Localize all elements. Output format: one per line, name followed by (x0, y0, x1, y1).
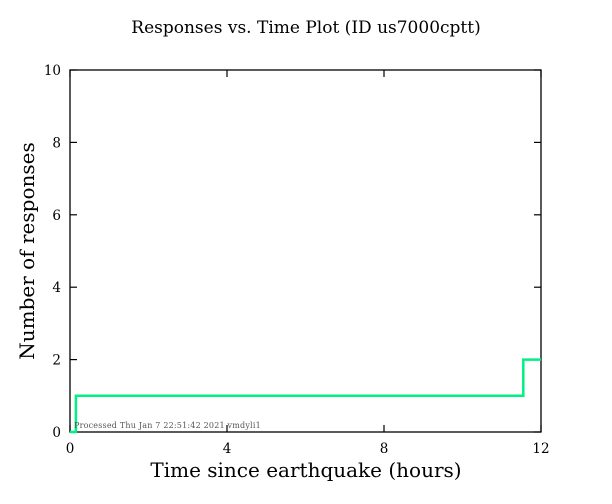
x-tick-label: 8 (380, 441, 389, 457)
y-tick-label: 10 (44, 63, 61, 79)
x-axis-label: Time since earthquake (hours) (150, 458, 462, 482)
chart-title: Responses vs. Time Plot (ID us7000cptt) (131, 18, 481, 38)
y-tick-label: 0 (52, 425, 61, 441)
responses-step-line (70, 358, 541, 434)
x-tick-label: 12 (532, 441, 549, 457)
y-tick-label: 4 (52, 280, 61, 296)
y-tick-label: 6 (52, 208, 61, 224)
y-tick-label: 8 (52, 135, 61, 151)
processed-timestamp-annotation: Processed Thu Jan 7 22:51:42 2021 vmdyli… (74, 421, 261, 430)
x-tick-label: 0 (66, 441, 75, 457)
y-tick-label: 2 (52, 353, 61, 369)
x-tick-label: 4 (223, 441, 232, 457)
axes-frame (69, 69, 542, 433)
